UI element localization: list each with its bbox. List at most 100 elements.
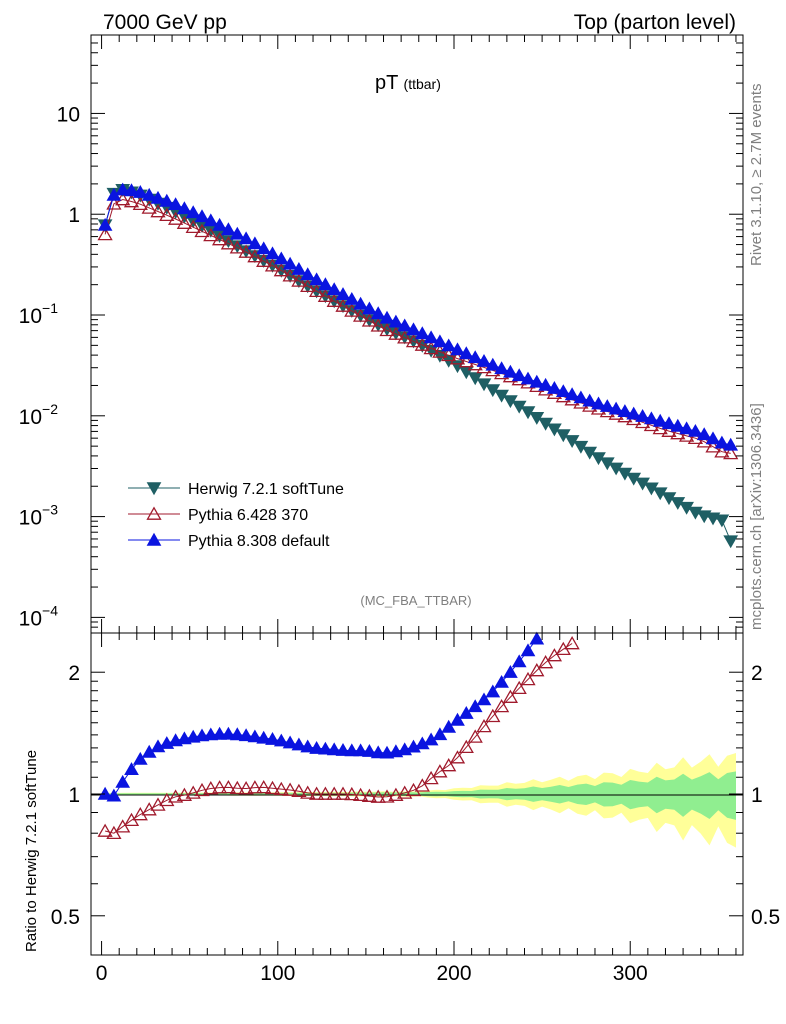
data-point (547, 380, 562, 394)
ratio-plot-marks (97, 631, 580, 840)
data-point (476, 718, 492, 733)
y-tick-label: 1 (68, 784, 80, 807)
y-tick-label-right: 2 (751, 662, 763, 685)
data-point (503, 664, 518, 678)
data-point (247, 729, 263, 743)
data-point (432, 727, 448, 741)
data-point (511, 654, 527, 668)
data-point (591, 396, 606, 410)
ratio-bands (101, 753, 737, 848)
data-point (537, 654, 554, 669)
data-point (300, 267, 316, 281)
data-point (317, 786, 334, 800)
data-point (608, 401, 624, 415)
data-point (273, 781, 289, 795)
data-point (529, 374, 545, 388)
data-point (97, 823, 113, 837)
data-point (476, 692, 492, 706)
y-tick-label-right: 1 (751, 784, 763, 807)
data-point (485, 708, 501, 723)
data-point (335, 298, 351, 312)
data-point (652, 413, 668, 427)
uncertainty-band-outer (101, 753, 737, 848)
data-point (511, 368, 527, 382)
data-point (291, 273, 307, 287)
ratio-plot-axes: 0.5 0.5 1 1 2 2 0 100 200 300 (51, 633, 780, 985)
y-tick-label-right: 0.5 (751, 906, 780, 929)
data-point (397, 785, 413, 799)
data-point (379, 310, 395, 324)
data-point (406, 322, 421, 336)
data-point (458, 346, 474, 360)
data-point (318, 277, 333, 291)
data-point (282, 268, 298, 282)
y-tick-label: 10−4 (19, 602, 59, 630)
data-point (370, 789, 386, 803)
data-point (441, 719, 457, 733)
data-point (449, 750, 466, 764)
main-plot: 10 1 10−1 10−2 10−3 10−4 pT (ttbar) (MC_FBA_T… (19, 34, 744, 634)
data-point (361, 788, 378, 802)
data-point (317, 288, 334, 302)
data-point (97, 217, 113, 231)
data-point (194, 223, 210, 238)
data-point (221, 726, 236, 740)
data-point (238, 231, 254, 245)
data-point (282, 782, 298, 796)
y-tick-label: 10 (57, 103, 80, 126)
legend-item: Pythia 6.428 370 (128, 506, 308, 524)
plot-title-sub: (ttbar) (404, 76, 441, 92)
data-point (520, 371, 536, 385)
data-point (529, 631, 545, 645)
data-point (414, 337, 430, 351)
data-point (132, 751, 148, 765)
data-point (238, 780, 254, 795)
watermark: (MC_FBA_TTBAR) (360, 593, 471, 608)
series-2 (97, 182, 739, 451)
data-point (326, 282, 342, 296)
data-point (344, 786, 360, 801)
data-point (203, 213, 219, 227)
data-point (167, 789, 184, 803)
legend-label: Herwig 7.2.1 softTune (188, 481, 344, 498)
series-line (104, 643, 573, 834)
data-point (265, 731, 280, 745)
data-point (494, 674, 509, 688)
data-point (229, 240, 245, 254)
data-point (635, 408, 650, 422)
data-point (211, 780, 228, 794)
data-point (177, 201, 192, 215)
data-point (247, 780, 263, 794)
data-point (503, 364, 518, 378)
data-point (423, 770, 439, 785)
data-point (132, 184, 148, 198)
data-point (352, 787, 369, 802)
data-point (361, 313, 378, 327)
data-point (335, 786, 351, 800)
data-point (229, 780, 245, 795)
data-point (388, 787, 404, 801)
y-tick-label: 10−2 (19, 401, 59, 429)
data-point (194, 209, 210, 223)
data-point (309, 740, 324, 754)
data-point (220, 779, 237, 794)
data-point (661, 416, 677, 430)
main-plot-marks (97, 182, 739, 549)
data-point (458, 705, 474, 719)
data-point (124, 762, 139, 775)
data-point (256, 779, 272, 794)
data-point (256, 241, 272, 255)
data-point (123, 193, 140, 208)
data-point (705, 431, 721, 445)
y-tick-label: 10−3 (19, 502, 59, 530)
data-point (670, 418, 686, 432)
data-point (723, 535, 739, 549)
data-point (441, 757, 457, 772)
data-point (212, 726, 227, 740)
data-point (300, 785, 316, 799)
y-tick-label: 0.5 (51, 906, 80, 929)
data-point (353, 296, 368, 310)
data-point (502, 689, 519, 703)
data-point (326, 293, 342, 307)
